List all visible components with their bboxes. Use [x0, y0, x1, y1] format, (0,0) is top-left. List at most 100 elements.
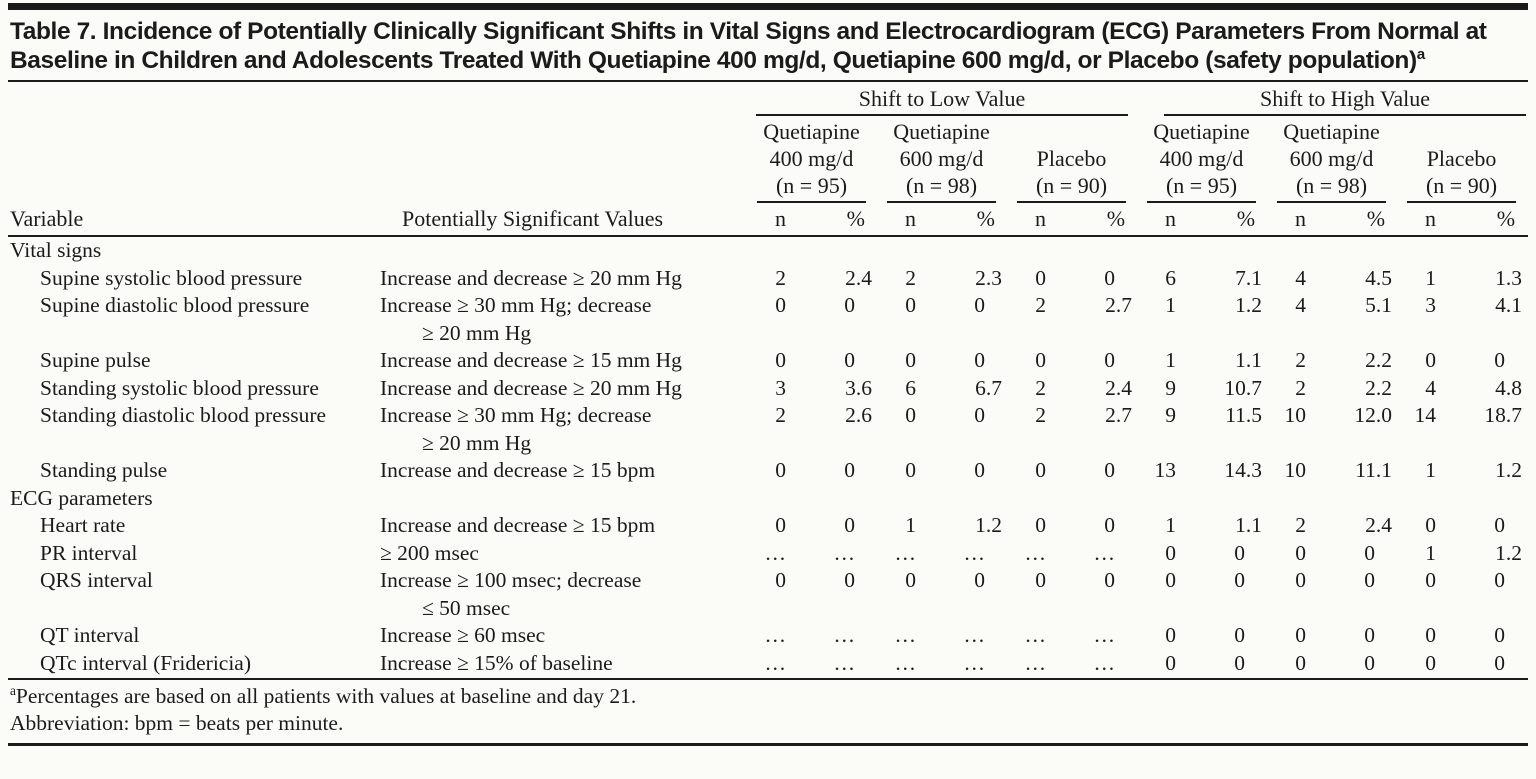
value-cell: 11.5: [1225, 403, 1263, 427]
value-cell: 14: [1414, 403, 1437, 427]
variable-cell: QRS interval: [40, 568, 153, 592]
value-cell: …: [894, 623, 917, 647]
value-cell: 3: [1425, 293, 1437, 317]
value-cell: 1: [1425, 458, 1437, 482]
value-cell: 2.3: [975, 265, 1002, 290]
value-cell: …: [1024, 540, 1047, 565]
title-footnote-marker: a: [1416, 45, 1425, 63]
group-line: (n = 95): [1165, 173, 1238, 198]
value-cell: 0: [1104, 265, 1116, 290]
group-line: Placebo: [1426, 146, 1497, 171]
value-cell: 0: [905, 568, 916, 592]
value-cell: 6.7: [975, 375, 1002, 400]
value-cell: …: [833, 623, 856, 647]
variable-cell: Heart rate: [40, 513, 126, 537]
col-header-variable: Variable: [8, 203, 380, 237]
footnote: Abbreviation: bpm = beats per minute.: [10, 710, 1526, 737]
footnotes: aPercentages are based on all patients w…: [8, 678, 1528, 746]
group-line: (n = 90): [1035, 173, 1108, 198]
value-cell: …: [764, 623, 787, 647]
value-cell: 2.7: [1105, 293, 1133, 317]
value-cell: 5.1: [1365, 293, 1393, 317]
table-title: Table 7. Incidence of Potentially Clinic…: [8, 10, 1528, 82]
value-cell: 0: [844, 568, 855, 592]
group-line: Quetiapine: [1283, 119, 1380, 144]
value-cell: 4.5: [1365, 265, 1393, 290]
value-cell: 0: [1494, 348, 1506, 372]
table-row: Heart rate Increase and decrease ≥ 15 bp…: [8, 512, 1528, 540]
value-cell: 0: [775, 458, 786, 482]
psv-cell: Increase ≥ 30 mm Hg; decrease ≥ 20 mm Hg: [380, 293, 652, 345]
value-cell: 1: [1425, 540, 1437, 565]
value-cell: 0: [1165, 650, 1177, 675]
psv-cell: Increase and decrease ≥ 20 mm Hg: [380, 265, 682, 290]
value-cell: 0: [1425, 513, 1437, 537]
value-cell: 2: [1035, 403, 1046, 427]
group-quetiapine-600-low: Quetiapine 600 mg/d (n = 98): [878, 116, 1008, 203]
group-line: (n = 95): [775, 173, 848, 198]
footnote-text: Abbreviation: bpm = beats per minute.: [10, 711, 344, 735]
col-header-n: n: [1008, 203, 1064, 237]
value-cell: 10: [1284, 458, 1307, 482]
psv-cell: Increase ≥ 100 msec; decrease ≤ 50 msec: [380, 568, 642, 620]
table-row: QT interval Increase ≥ 60 msec … … … … ……: [8, 622, 1528, 650]
top-rule-bar: [8, 3, 1528, 10]
table-row: Supine systolic blood pressure Increase …: [8, 265, 1528, 293]
group-header-row: Quetiapine 400 mg/d (n = 95) Quetiapine …: [8, 116, 1528, 203]
value-cell: 0: [1364, 540, 1376, 565]
value-cell: 2.7: [1105, 403, 1133, 427]
value-cell: …: [1024, 650, 1047, 675]
value-cell: 2.6: [845, 403, 872, 427]
spanner-blank: [8, 82, 748, 116]
value-cell: 0: [1035, 265, 1046, 290]
value-cell: 0: [905, 458, 916, 482]
variable-cell: Supine pulse: [40, 348, 151, 372]
value-cell: 2: [1295, 375, 1307, 400]
spanner-high-label: Shift to High Value: [1164, 85, 1527, 116]
spanner-low-label: Shift to Low Value: [756, 85, 1129, 116]
group-quetiapine-400-high: Quetiapine 400 mg/d (n = 95): [1138, 116, 1268, 203]
table-row: Standing pulse Increase and decrease ≥ 1…: [8, 457, 1528, 485]
value-cell: 0: [1165, 568, 1177, 592]
col-header-pct: %: [1454, 203, 1529, 237]
value-cell: 1.2: [1495, 540, 1523, 565]
value-cell: 0: [974, 568, 985, 592]
group-line: 400 mg/d: [769, 146, 854, 171]
value-cell: 0: [1104, 458, 1116, 482]
col-header-pct: %: [1064, 203, 1139, 237]
psv-cell: Increase and decrease ≥ 15 mm Hg: [380, 348, 682, 372]
section-label: ECG parameters: [10, 485, 153, 510]
column-header-row: Variable Potentially Significant Values …: [8, 203, 1529, 237]
value-cell: 2: [1295, 513, 1307, 537]
value-cell: 2.2: [1365, 375, 1393, 400]
value-cell: 0: [775, 348, 786, 372]
value-cell: 2.4: [845, 265, 872, 290]
value-cell: 0: [1104, 513, 1116, 537]
value-cell: 0: [1425, 348, 1437, 372]
group-line: Quetiapine: [1153, 119, 1250, 144]
value-cell: …: [894, 650, 917, 675]
value-cell: 0: [1295, 650, 1307, 675]
spanner-row: Shift to Low Value Shift to High Value: [8, 82, 1528, 116]
psv-cell: Increase and decrease ≥ 15 bpm: [380, 513, 656, 537]
value-cell: …: [1093, 650, 1116, 675]
value-cell: 0: [1035, 348, 1046, 372]
variable-cell: Standing diastolic blood pressure: [40, 403, 327, 427]
value-cell: 0: [1234, 568, 1246, 592]
value-cell: 6: [1165, 265, 1177, 290]
col-header-pct: %: [1194, 203, 1269, 237]
table-row: PR interval ≥ 200 msec … … … … … … 0 0 0…: [8, 540, 1528, 568]
value-cell: 0: [974, 403, 985, 427]
group-quetiapine-400-low: Quetiapine 400 mg/d (n = 95): [748, 116, 878, 203]
value-cell: 6: [905, 375, 916, 400]
group-line: Quetiapine: [763, 119, 860, 144]
psv-cell: Increase and decrease ≥ 15 bpm: [380, 458, 656, 482]
variable-cell: QTc interval (Fridericia): [40, 650, 252, 675]
value-cell: …: [833, 540, 856, 565]
value-cell: …: [833, 650, 856, 675]
value-cell: 0: [1494, 513, 1506, 537]
value-cell: 1: [1425, 265, 1437, 290]
table-row: Standing diastolic blood pressure Increa…: [8, 402, 1528, 457]
group-line: 600 mg/d: [1289, 146, 1374, 171]
value-cell: 4: [1425, 375, 1437, 400]
